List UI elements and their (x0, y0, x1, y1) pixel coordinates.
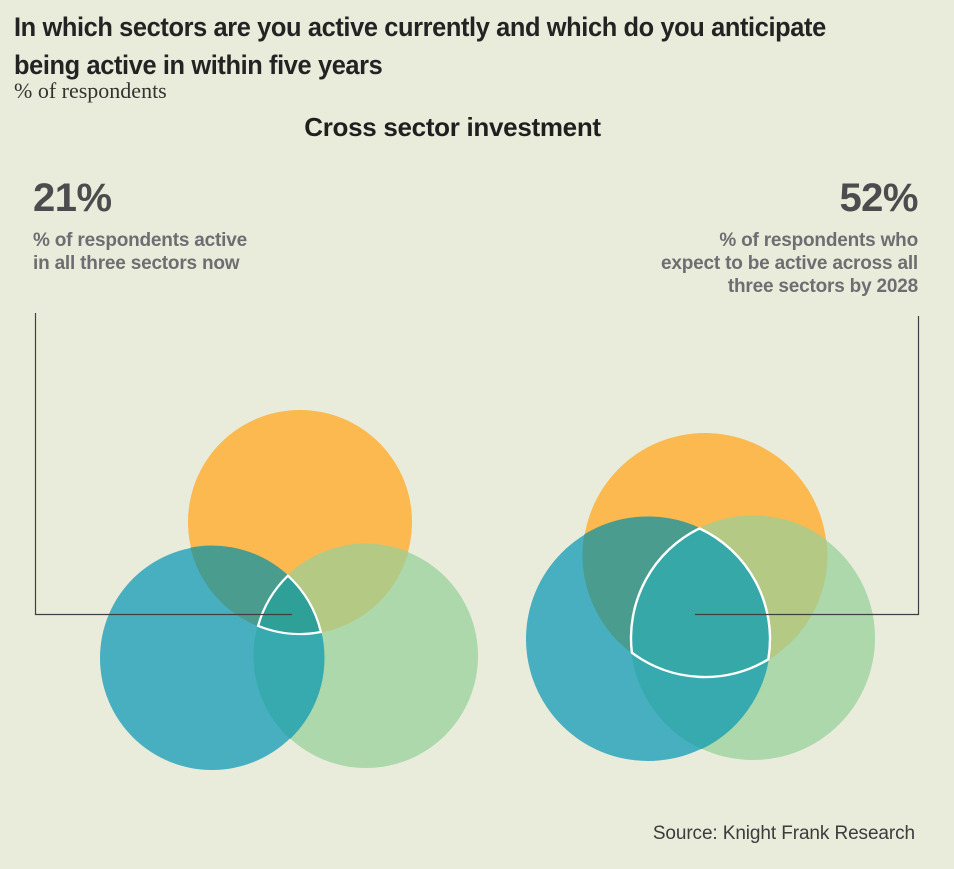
venn-future (526, 433, 875, 761)
venn-now-triple-outline (256, 574, 323, 636)
stat-now-label: % of respondents active in all three sec… (33, 229, 247, 275)
page-title-line-1: In which sectors are you active currentl… (14, 12, 826, 42)
stat-now-label-line-2: in all three sectors now (33, 253, 240, 274)
source-credit: Source: Knight Frank Research (652, 823, 915, 844)
chart-heading: Cross sector investment (304, 112, 601, 142)
stat-now-label-line-1: % of respondents active (33, 230, 247, 251)
stat-now: 21% % of respondents active in all three… (33, 176, 247, 275)
stat-future-label-line-1: % of respondents who (719, 230, 918, 251)
venn-future-triple-outline (629, 527, 772, 679)
stat-future-label: % of respondents who expect to be active… (661, 229, 918, 298)
page-subtitle: % of respondents (14, 78, 167, 103)
page-title-line-2: being active in within five years (14, 50, 383, 80)
stat-future-label-line-2: expect to be active across all (661, 253, 918, 274)
stat-future: 52% % of respondents who expect to be ac… (661, 176, 918, 298)
stat-future-label-line-3: three sectors by 2028 (727, 276, 918, 297)
stat-future-value: 52% (839, 176, 918, 220)
connector-line-future (695, 316, 920, 616)
page-title: In which sectors are you active currentl… (14, 8, 826, 84)
connector-line-now (34, 313, 292, 616)
stat-now-value: 21% (33, 176, 112, 220)
venn-now (100, 410, 478, 770)
